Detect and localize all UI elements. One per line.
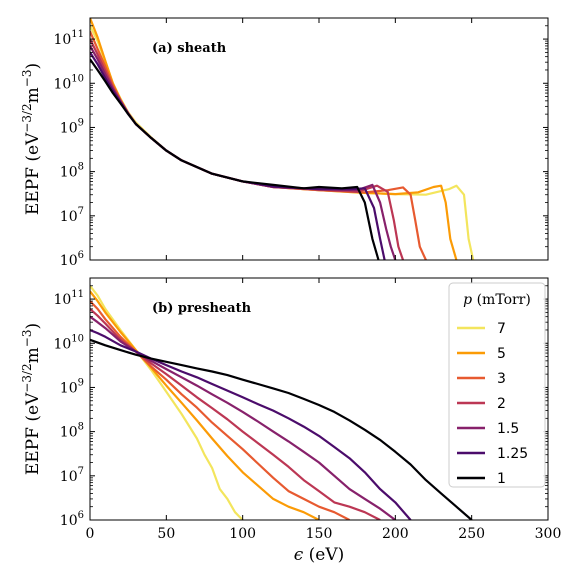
y-tick-base: 10 bbox=[60, 469, 78, 485]
x-label-unit: (eV) bbox=[303, 545, 344, 565]
y-label-exp1: −3/2 bbox=[20, 103, 34, 132]
y-label-exp2: −3 bbox=[20, 70, 34, 88]
series-line-1-25 bbox=[90, 328, 412, 520]
series-line-7 bbox=[90, 285, 244, 520]
y-tick-exp: 9 bbox=[78, 377, 84, 388]
y-tick-label: 108 bbox=[60, 422, 84, 441]
y-tick-base: 10 bbox=[60, 209, 78, 225]
series-group bbox=[90, 285, 473, 520]
x-tick-label: 50 bbox=[157, 526, 175, 542]
y-label-exp2: −3 bbox=[20, 330, 34, 348]
series-line-5 bbox=[90, 18, 458, 260]
x-label-symbol: ϵ bbox=[294, 545, 304, 565]
legend-entry: 1 bbox=[497, 471, 506, 487]
y-tick-base: 10 bbox=[60, 513, 78, 529]
x-tick-label: 150 bbox=[306, 526, 333, 542]
legend-title-symbol: p bbox=[463, 292, 472, 308]
legend-entry: 5 bbox=[497, 346, 506, 362]
series-line-1-5 bbox=[90, 45, 397, 260]
series-group bbox=[90, 18, 475, 260]
y-tick-base: 10 bbox=[60, 165, 78, 181]
legend-title-unit: (mTorr) bbox=[472, 292, 531, 308]
series-line-1-5 bbox=[90, 315, 396, 520]
y-tick-exp: 6 bbox=[78, 510, 84, 521]
y-tick-exp: 11 bbox=[71, 29, 84, 40]
y-tick-label: 1010 bbox=[53, 73, 84, 92]
y-tick-exp: 7 bbox=[78, 466, 84, 477]
y-tick-label: 108 bbox=[60, 162, 84, 181]
legend-entry: 1.5 bbox=[497, 421, 519, 437]
y-tick-exp: 10 bbox=[71, 333, 84, 344]
y-label-end: ) bbox=[23, 323, 43, 330]
series-line-3 bbox=[90, 300, 351, 520]
legend-entry: 1.25 bbox=[497, 446, 528, 462]
y-tick-base: 10 bbox=[60, 120, 78, 136]
x-tick-label: 100 bbox=[229, 526, 256, 542]
y-axis-label: EEPF (eV−3/2m−3) bbox=[20, 63, 43, 215]
y-tick-label: 107 bbox=[60, 466, 84, 485]
series-line-1-25 bbox=[90, 51, 386, 260]
y-tick-base: 10 bbox=[60, 425, 78, 441]
y-label-base: EEPF (eV bbox=[23, 132, 43, 215]
y-tick-label: 109 bbox=[60, 117, 84, 136]
x-tick-label: 300 bbox=[535, 526, 562, 542]
y-tick-label: 107 bbox=[60, 206, 84, 225]
y-tick-label: 1010 bbox=[53, 333, 84, 352]
series-line-1 bbox=[90, 338, 473, 520]
y-tick-exp: 7 bbox=[78, 206, 84, 217]
y-tick-base: 10 bbox=[53, 292, 71, 308]
panel-presheath: 0 50 100 150 200 250 30010610710810910101011EE… bbox=[20, 277, 562, 565]
legend-entry: 7 bbox=[497, 321, 506, 337]
x-axis-label: ϵ (eV) bbox=[294, 545, 345, 565]
y-tick-label: 109 bbox=[60, 377, 84, 396]
y-tick-base: 10 bbox=[53, 76, 71, 92]
y-tick-base: 10 bbox=[53, 32, 71, 48]
x-tick-label: 200 bbox=[382, 526, 409, 542]
y-tick-exp: 6 bbox=[78, 250, 84, 261]
y-label-end: ) bbox=[23, 63, 43, 70]
y-tick-exp: 9 bbox=[78, 117, 84, 128]
series-line-3 bbox=[90, 30, 427, 260]
y-label-base: EEPF (eV bbox=[23, 392, 43, 475]
y-tick-exp: 11 bbox=[71, 289, 84, 300]
legend-title: p (mTorr) bbox=[463, 292, 531, 308]
y-tick-label: 106 bbox=[60, 510, 84, 529]
y-label-mid: m bbox=[23, 347, 43, 363]
series-line-5 bbox=[90, 290, 320, 520]
y-tick-base: 10 bbox=[53, 336, 71, 352]
series-line-2 bbox=[90, 308, 381, 520]
y-tick-base: 10 bbox=[60, 253, 78, 269]
legend-box bbox=[448, 282, 546, 488]
y-tick-label: 106 bbox=[60, 250, 84, 269]
y-tick-label: 1011 bbox=[53, 29, 84, 48]
y-label-mid: m bbox=[23, 87, 43, 103]
panel-title: (a) sheath bbox=[152, 41, 227, 56]
panel-title: (b) presheath bbox=[152, 301, 252, 316]
series-line-2 bbox=[90, 38, 405, 260]
legend-entry: 2 bbox=[497, 396, 506, 412]
y-label-exp1: −3/2 bbox=[20, 363, 34, 392]
y-tick-exp: 10 bbox=[71, 73, 84, 84]
y-tick-exp: 8 bbox=[78, 422, 84, 433]
y-axis-label: EEPF (eV−3/2m−3) bbox=[20, 323, 43, 475]
y-tick-label: 1011 bbox=[53, 289, 84, 308]
x-tick-label: 250 bbox=[458, 526, 485, 542]
series-line-1 bbox=[90, 58, 380, 260]
legend-entry: 3 bbox=[497, 371, 506, 387]
y-tick-exp: 8 bbox=[78, 162, 84, 173]
y-tick-base: 10 bbox=[60, 380, 78, 396]
x-tick-label: 0 bbox=[86, 526, 95, 542]
